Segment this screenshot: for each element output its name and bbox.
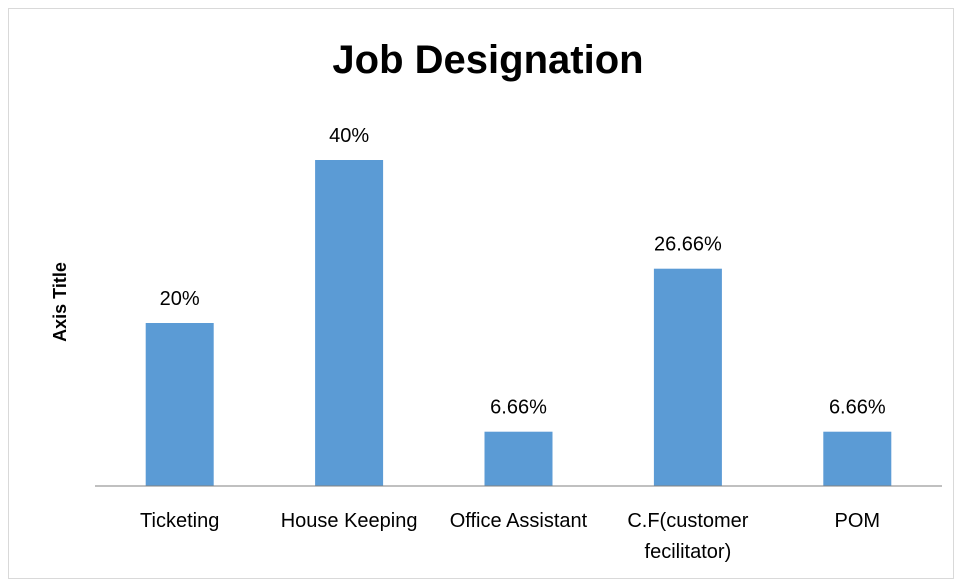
x-tick-label-2: Office Assistant bbox=[450, 510, 588, 532]
data-label-1: 40% bbox=[329, 125, 369, 147]
data-label-2: 6.66% bbox=[490, 397, 547, 419]
chart-title: Job Designation bbox=[332, 38, 643, 82]
x-tick-labels-group: Ticketing House Keeping Office Assistant C.… bbox=[140, 510, 880, 563]
x-tick-label-line: Ticketing bbox=[140, 510, 219, 532]
x-tick-label-3: C.F(customer fecilitator) bbox=[627, 510, 748, 563]
data-labels-group: 20% 40% 6.66% 26.66% 6.66% bbox=[160, 125, 886, 419]
bar-2 bbox=[484, 431, 553, 486]
bar-4 bbox=[823, 431, 892, 486]
x-tick-label-line: House Keeping bbox=[281, 510, 418, 532]
x-tick-label-4: POM bbox=[835, 510, 881, 532]
bar-3 bbox=[653, 268, 722, 486]
bar-1 bbox=[315, 160, 384, 486]
x-tick-label-line: fecilitator) bbox=[645, 541, 732, 563]
x-tick-label-0: Ticketing bbox=[140, 510, 219, 532]
x-tick-label-line: POM bbox=[835, 510, 881, 532]
bars-group bbox=[145, 160, 892, 486]
y-axis-title: Axis Title bbox=[50, 262, 70, 342]
data-label-3: 26.66% bbox=[654, 234, 722, 256]
x-tick-label-line: C.F(customer bbox=[627, 510, 748, 532]
x-tick-label-line: Office Assistant bbox=[450, 510, 588, 532]
bar-0 bbox=[145, 323, 214, 486]
data-label-0: 20% bbox=[160, 288, 200, 310]
x-tick-label-1: House Keeping bbox=[281, 510, 418, 532]
data-label-4: 6.66% bbox=[829, 397, 886, 419]
